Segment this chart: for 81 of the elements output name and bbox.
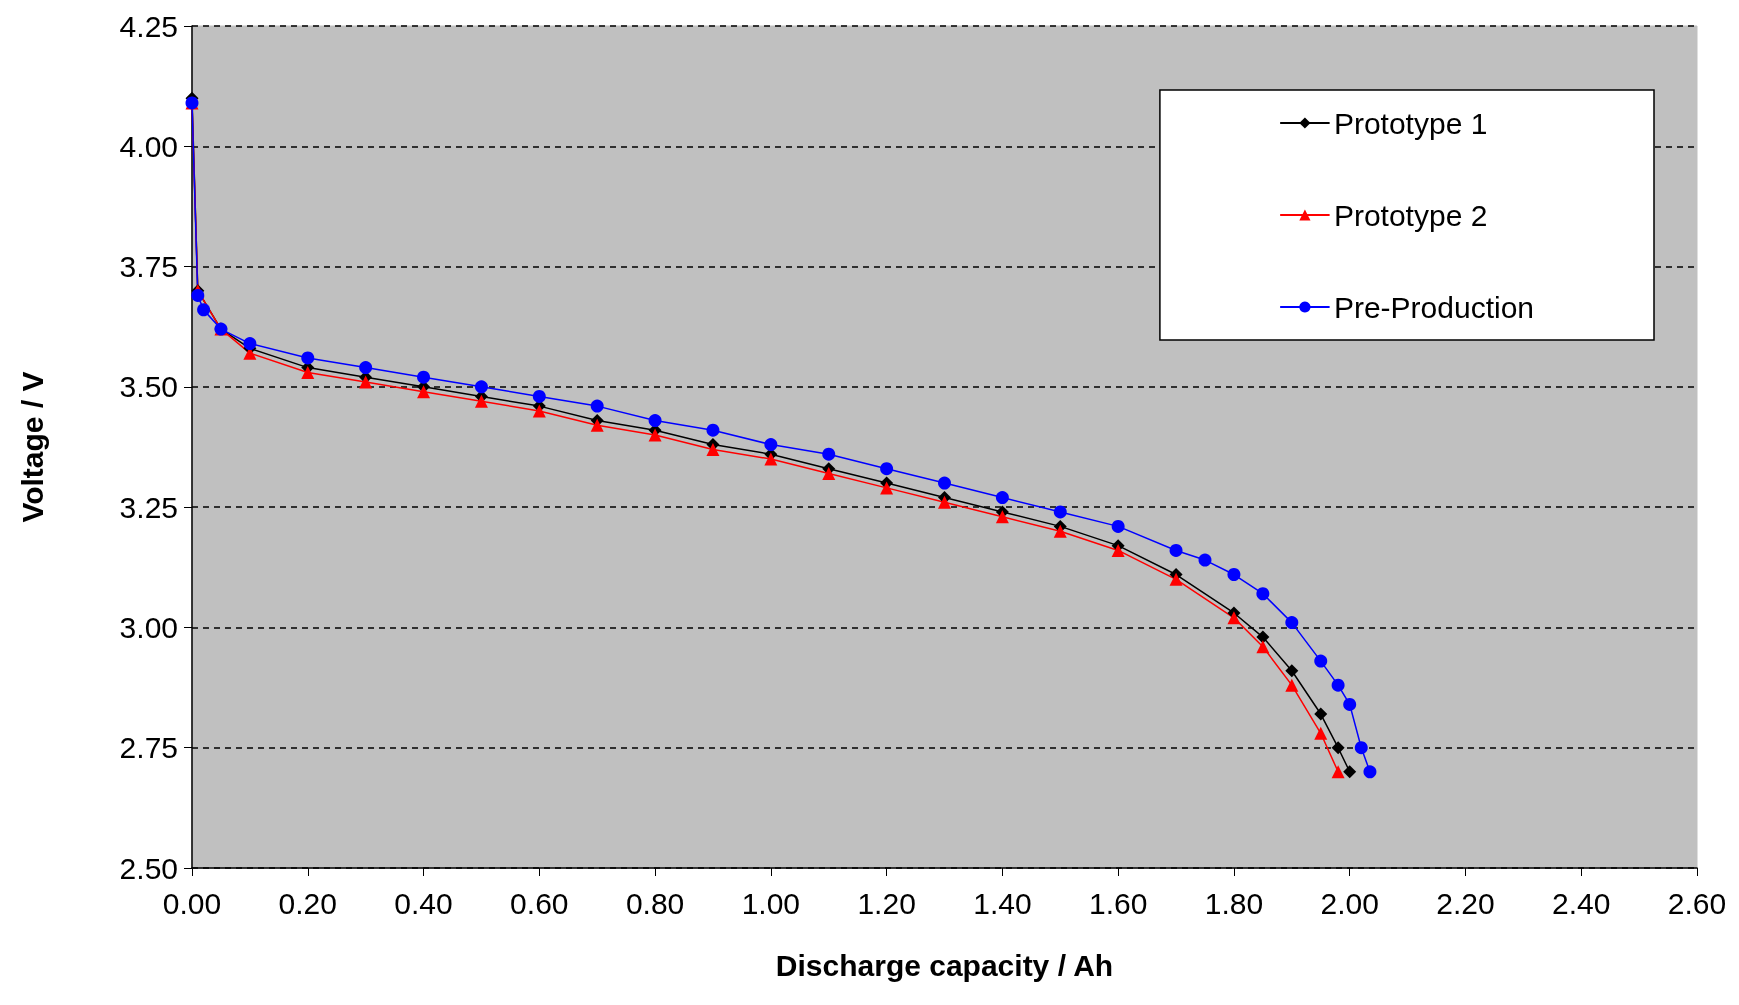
point: [474, 394, 488, 408]
point: [359, 375, 373, 389]
point: [1285, 664, 1299, 678]
x-axis-title: Discharge capacity / Ah: [775, 948, 1114, 982]
point: [1227, 611, 1241, 625]
point: [706, 423, 720, 437]
point: [590, 418, 604, 432]
point: [1331, 678, 1345, 692]
point: [1363, 765, 1377, 779]
x-tick-label: 0.60: [510, 886, 569, 920]
point: [938, 495, 951, 509]
legend-label: Prototype 2: [1333, 198, 1488, 232]
y-tick-label: 3.00: [119, 610, 178, 644]
point: [197, 303, 211, 317]
x-tick-label: 1.40: [973, 886, 1032, 920]
x-tick-label: 1.20: [857, 886, 916, 920]
point: [1285, 616, 1299, 630]
point: [359, 361, 373, 375]
x-tick-label: 2.60: [1667, 886, 1727, 920]
point: [1314, 726, 1328, 740]
point: [191, 288, 205, 302]
point: [1256, 640, 1270, 654]
y-tick-label: 3.75: [119, 250, 178, 284]
point: [1331, 765, 1345, 779]
point: [822, 447, 836, 461]
point: [1111, 543, 1125, 557]
x-tick-label: 2.20: [1436, 886, 1495, 920]
point: [764, 438, 778, 452]
point: [822, 466, 836, 480]
point: [648, 414, 662, 428]
point: [880, 462, 894, 476]
point: [1343, 765, 1357, 779]
point: [1343, 697, 1357, 711]
point: [301, 365, 315, 379]
point: [995, 491, 1009, 505]
y-tick-label: 2.50: [119, 851, 178, 885]
point: [1354, 741, 1368, 755]
point: [706, 442, 720, 456]
point: [1053, 524, 1067, 538]
point: [532, 404, 546, 418]
point: [1285, 678, 1299, 692]
y-tick-label: 4.00: [119, 129, 178, 163]
point: [532, 389, 546, 403]
x-tick-label: 2.40: [1552, 886, 1611, 920]
point: [880, 481, 894, 495]
point: [417, 370, 431, 384]
x-tick-label: 0.00: [162, 886, 222, 920]
point: [1314, 654, 1328, 668]
point: [1169, 572, 1183, 586]
y-tick-label: 3.50: [119, 370, 178, 404]
point: [1314, 707, 1328, 721]
x-tick-label: 1.00: [741, 886, 801, 920]
point: [301, 351, 315, 365]
point: [474, 380, 488, 394]
y-axis-title: Voltage / V: [15, 371, 49, 523]
y-tick-label: 4.25: [119, 9, 178, 43]
y-tick-label: 2.75: [119, 731, 178, 765]
x-tick-label: 1.60: [1088, 886, 1148, 920]
point: [1111, 519, 1125, 533]
x-tick-label: 0.40: [394, 886, 453, 920]
legend-label: Prototype 1: [1333, 106, 1488, 140]
point: [1256, 587, 1270, 601]
point: [648, 428, 662, 442]
point: [243, 337, 257, 351]
point: [938, 476, 951, 490]
x-tick-label: 0.20: [278, 886, 337, 920]
x-tick-label: 0.80: [625, 886, 685, 920]
x-tick-label: 2.00: [1320, 886, 1379, 920]
point: [995, 510, 1009, 524]
point: [1331, 741, 1345, 755]
point: [1198, 553, 1212, 567]
point: [764, 452, 778, 466]
legend-label: Pre-Production: [1333, 290, 1535, 324]
x-tick-label: 1.80: [1204, 886, 1264, 920]
point: [417, 385, 431, 399]
point: [1227, 568, 1241, 581]
point: [1053, 505, 1067, 519]
point: [1256, 630, 1270, 644]
y-tick-label: 3.25: [119, 490, 178, 524]
point: [1169, 543, 1183, 557]
point: [590, 399, 604, 413]
